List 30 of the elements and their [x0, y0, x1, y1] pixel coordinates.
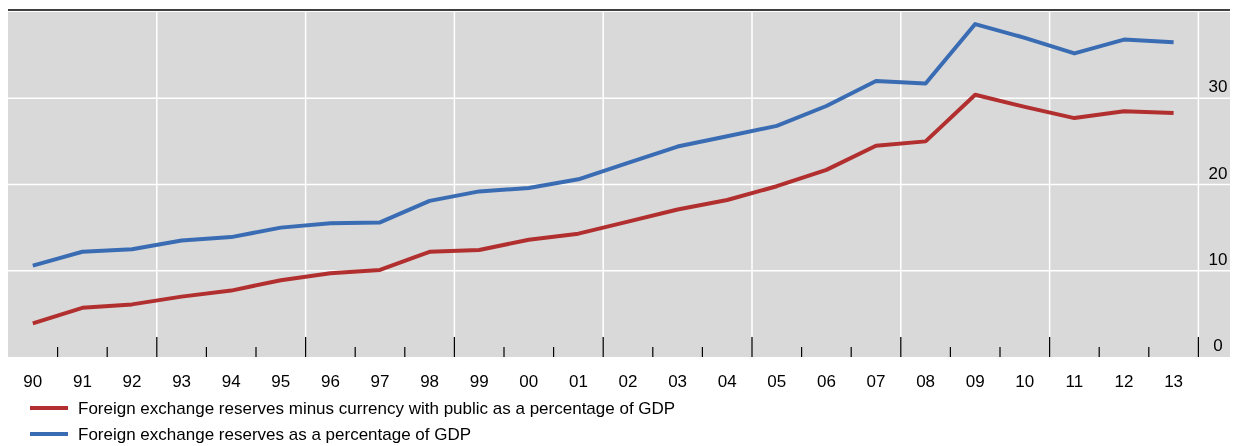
- y-tick-label: 20: [1208, 163, 1228, 183]
- x-tick-label: 97: [370, 372, 390, 391]
- x-tick-label: 96: [320, 372, 340, 391]
- x-tick-label: 05: [767, 372, 787, 391]
- x-tick-label: 12: [1114, 372, 1134, 391]
- x-tick-label: 03: [668, 372, 688, 391]
- x-tick-label: 08: [916, 372, 936, 391]
- x-tick-label: 06: [816, 372, 836, 391]
- x-tick-label: 94: [221, 372, 241, 391]
- x-tick-label: 99: [469, 372, 489, 391]
- x-tick-label: 07: [866, 372, 886, 391]
- x-tick-label: 04: [717, 372, 737, 391]
- y-tick-label: 0: [1213, 336, 1223, 355]
- x-tick-label: 01: [568, 372, 588, 391]
- x-tick-label: 98: [420, 372, 440, 391]
- x-tick-label: 91: [72, 372, 92, 391]
- x-tick-label: 13: [1164, 372, 1184, 391]
- y-tick-label: 30: [1208, 77, 1228, 97]
- x-tick-label: 11: [1065, 372, 1084, 391]
- y-tick-label: 10: [1208, 249, 1228, 269]
- x-tick-label: 93: [172, 372, 192, 391]
- x-tick-label: 95: [271, 372, 291, 391]
- x-tick-label: 90: [23, 372, 43, 391]
- x-tick-label: 92: [122, 372, 142, 391]
- x-tick-label: 00: [519, 372, 539, 391]
- legend-label: Foreign exchange reserves minus currency with public as a percentage of GDP: [78, 399, 676, 418]
- x-tick-label: 09: [965, 372, 985, 391]
- legend-label: Foreign exchange reserves as a percentage of GDP: [78, 425, 472, 444]
- x-tick-label: 02: [618, 372, 638, 391]
- x-tick-label: 10: [1015, 372, 1035, 391]
